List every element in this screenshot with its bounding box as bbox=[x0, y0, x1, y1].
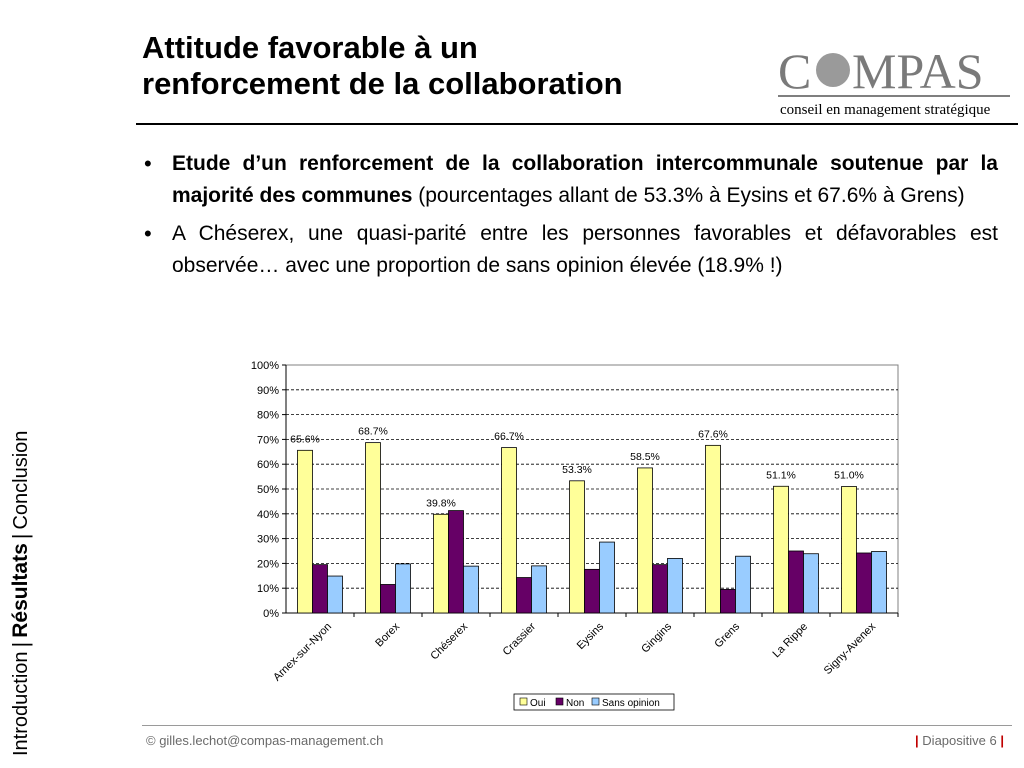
bar-non bbox=[720, 589, 736, 614]
x-tick-label: Signy-Avenex bbox=[822, 620, 879, 677]
x-tick-label: Chéserex bbox=[428, 620, 470, 662]
bar-non bbox=[516, 577, 532, 614]
bar-sans-opinion bbox=[735, 555, 751, 614]
slide-label: Diapositive 6 bbox=[922, 733, 997, 748]
legend-swatch bbox=[591, 697, 600, 706]
footer-separator: | bbox=[1000, 733, 1004, 748]
nav-resultats[interactable]: Résultats bbox=[9, 543, 32, 638]
y-tick-label: 60% bbox=[257, 459, 279, 471]
y-tick-label: 0% bbox=[263, 608, 279, 620]
bar-oui bbox=[365, 442, 381, 614]
bar-sans-opinion bbox=[327, 575, 343, 614]
nav-separator: | bbox=[8, 533, 33, 540]
header-rule bbox=[136, 123, 1018, 125]
bar-chart: 0% 10% 20% 30% 40% 50% 60% 70% 80% 90% 100% 65.6% Ar… bbox=[251, 360, 899, 711]
bar-non bbox=[652, 564, 668, 614]
data-label: 66.7% bbox=[494, 431, 524, 443]
footer-separator: | bbox=[915, 733, 919, 748]
x-tick-label: Crassier bbox=[501, 620, 539, 658]
nav-introduction[interactable]: Introduction bbox=[9, 651, 32, 756]
footer-email: © gilles.lechot@compas-management.ch bbox=[146, 733, 384, 748]
nav-separator: | bbox=[8, 641, 33, 648]
x-tick-label: Grens bbox=[712, 620, 742, 650]
bar-sans-opinion bbox=[395, 563, 411, 614]
legend-label: Oui bbox=[530, 698, 546, 709]
bar-sans-opinion bbox=[531, 565, 547, 614]
x-tick-label: Arnex-sur-Nyon bbox=[271, 621, 334, 684]
bar-non bbox=[448, 510, 464, 614]
svg-text:MPAS: MPAS bbox=[852, 46, 984, 99]
legend-label: Sans opinion bbox=[602, 698, 660, 709]
bar-oui bbox=[773, 485, 789, 614]
bar-sans-opinion bbox=[463, 565, 479, 614]
y-tick-label: 10% bbox=[257, 583, 279, 595]
y-tick-label: 40% bbox=[257, 509, 279, 521]
bar-sans-opinion bbox=[667, 558, 683, 614]
section-nav: Introduction | Résultats | Conclusion bbox=[4, 356, 38, 756]
bar-non bbox=[312, 564, 328, 614]
y-tick-label: 50% bbox=[257, 484, 279, 496]
x-tick-label: Gingins bbox=[639, 620, 674, 655]
svg-text:conseil en management stratégi: conseil en management stratégique bbox=[780, 102, 991, 118]
bullet-icon: • bbox=[144, 151, 152, 176]
svg-text:C: C bbox=[778, 46, 811, 99]
bar-sans-opinion bbox=[803, 553, 819, 614]
bullet-text: A Chéserex, une quasi-parité entre les p… bbox=[172, 222, 998, 277]
y-tick-label: 80% bbox=[257, 410, 279, 422]
data-label: 51.0% bbox=[834, 470, 864, 482]
y-tick-label: 20% bbox=[257, 558, 279, 570]
y-tick-label: 70% bbox=[257, 434, 279, 446]
legend-label: Non bbox=[566, 698, 584, 709]
page-title: Attitude favorable à un renforcement de … bbox=[142, 30, 782, 102]
y-tick-label: 30% bbox=[257, 534, 279, 546]
title-line-1: Attitude favorable à un bbox=[142, 30, 478, 65]
data-label: 65.6% bbox=[290, 433, 320, 445]
bar-non bbox=[584, 568, 600, 614]
bar-oui bbox=[501, 447, 517, 614]
x-tick-label: Eysins bbox=[575, 620, 607, 652]
bar-oui bbox=[841, 486, 857, 614]
title-line-2: renforcement de la collaboration bbox=[142, 66, 623, 101]
data-label: 67.6% bbox=[698, 428, 728, 440]
compas-logo: C MPAS conseil en management stratégique bbox=[776, 46, 1012, 122]
bar-oui bbox=[433, 513, 449, 614]
bar-non bbox=[856, 552, 872, 614]
bar-non bbox=[788, 550, 804, 614]
bullet-item: • Etude d’un renforcement de la collabora… bbox=[142, 148, 998, 212]
bullet-item: • A Chéserex, une quasi-parité entre les … bbox=[142, 218, 998, 282]
legend-swatch bbox=[555, 697, 564, 706]
bar-sans-opinion bbox=[599, 541, 615, 614]
data-label: 51.1% bbox=[766, 469, 796, 481]
bar-non bbox=[380, 584, 396, 614]
x-tick-label: La Rippe bbox=[770, 621, 810, 661]
bullet-icon: • bbox=[144, 221, 152, 246]
legend-swatch bbox=[519, 697, 528, 706]
data-label: 53.3% bbox=[562, 464, 592, 476]
nav-conclusion[interactable]: Conclusion bbox=[9, 430, 32, 530]
bar-oui bbox=[705, 444, 721, 614]
data-label: 58.5% bbox=[630, 451, 660, 463]
y-tick-label: 100% bbox=[251, 360, 279, 372]
x-tick-label: Borex bbox=[373, 620, 402, 649]
bullet-list: • Etude d’un renforcement de la collabora… bbox=[142, 148, 998, 288]
bullet-bold-text: Etude d’un renforcement de la collaborat… bbox=[172, 152, 998, 207]
footer-rule bbox=[142, 725, 1012, 726]
data-label: 39.8% bbox=[426, 497, 456, 509]
bar-sans-opinion bbox=[871, 551, 887, 614]
footer-slide-number: | Diapositive 6 | bbox=[915, 733, 1004, 748]
bar-oui bbox=[297, 449, 313, 614]
bullet-text: (pourcentages allant de 53.3% à Eysins e… bbox=[412, 184, 965, 207]
y-tick-label: 90% bbox=[257, 385, 279, 397]
data-label: 68.7% bbox=[358, 426, 388, 438]
bar-oui bbox=[637, 467, 653, 614]
bar-oui bbox=[569, 480, 585, 614]
